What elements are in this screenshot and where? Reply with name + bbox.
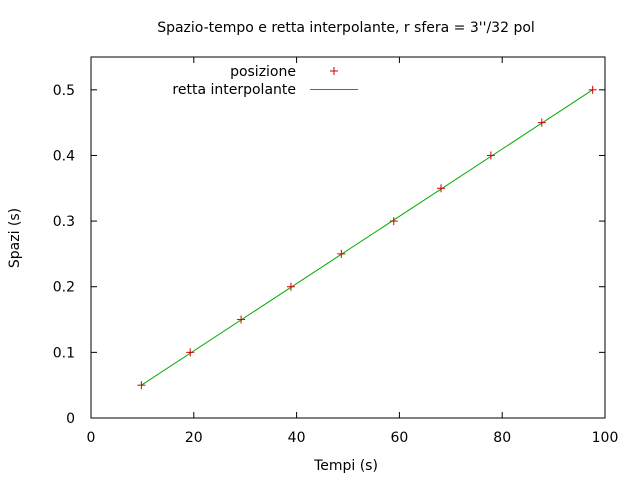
data-point-posizione	[337, 249, 346, 258]
legend-marker-posizione	[330, 67, 338, 75]
x-tick-label: 0	[87, 430, 96, 446]
data-point-posizione	[537, 118, 546, 127]
data-point-posizione	[186, 348, 195, 357]
chart-title: Spazio-tempo e retta interpolante, r sfe…	[157, 20, 535, 36]
series-line-retta-interpolante	[141, 89, 593, 386]
plot-frame	[90, 56, 606, 419]
x-tick-label: 80	[493, 430, 511, 446]
legend-label-retta: retta interpolante	[172, 82, 296, 98]
data-point-posizione	[437, 184, 446, 193]
x-tick-label: 40	[288, 430, 306, 446]
y-tick-label: 0.2	[53, 280, 75, 296]
data-point-posizione	[137, 381, 146, 390]
data-point-posizione	[389, 217, 398, 226]
data-point-posizione	[286, 282, 295, 291]
ticks	[90, 57, 606, 419]
x-axis-title: Tempi (s)	[313, 458, 378, 474]
y-tick-label: 0.5	[53, 83, 75, 99]
legend-label-posizione: posizione	[230, 64, 296, 80]
data-point-posizione	[486, 151, 495, 160]
x-tick-label: 60	[390, 430, 408, 446]
tick-labels: 0 20 40 60 80 100 0 0.1 0.2 0.3 0.4 0.5	[53, 83, 619, 446]
legend: posizione retta interpolante	[172, 64, 358, 98]
y-axis-title: Spazi (s)	[7, 208, 23, 268]
x-tick-label: 20	[185, 430, 203, 446]
legend-plus-marker	[330, 67, 338, 75]
data-point-posizione	[237, 315, 246, 324]
series-layer	[137, 85, 597, 390]
y-tick-label: 0.3	[53, 214, 75, 230]
x-tick-label: 100	[592, 430, 619, 446]
y-tick-label: 0.1	[53, 345, 75, 361]
y-tick-label: 0.4	[53, 148, 75, 164]
data-point-posizione	[588, 85, 597, 94]
y-tick-label: 0	[66, 411, 75, 427]
